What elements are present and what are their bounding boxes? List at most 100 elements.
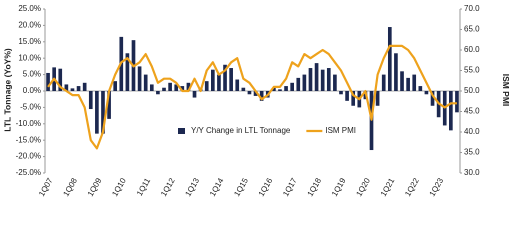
y-tick-label: -10.0% <box>16 119 41 128</box>
bar <box>412 74 417 91</box>
bar <box>107 91 111 119</box>
x-tick-label: 1Q22 <box>403 176 421 198</box>
bar <box>345 91 349 101</box>
bar <box>253 91 258 96</box>
bar <box>76 86 81 91</box>
bar <box>400 71 404 91</box>
bar <box>430 91 435 106</box>
bar <box>186 82 191 91</box>
y-tick-label: 25.0% <box>18 4 41 13</box>
bar <box>394 53 398 91</box>
bar <box>375 91 380 106</box>
y-tick-label: -5.0% <box>20 103 41 112</box>
y2-tick-label: 65.0 <box>464 25 480 34</box>
x-tick-label: 1Q07 <box>37 176 55 198</box>
x-tick-label: 1Q16 <box>257 176 275 198</box>
bar <box>211 69 215 91</box>
bar <box>223 64 227 91</box>
bar <box>64 84 69 91</box>
x-tick-label: 1Q21 <box>379 176 397 198</box>
bar <box>174 84 179 91</box>
bar <box>259 91 264 101</box>
bar <box>58 68 63 91</box>
y-tick-label: -15.0% <box>16 135 41 144</box>
y-tick-label: 10.0% <box>18 53 41 62</box>
x-tick-label: 1Q08 <box>61 176 79 198</box>
bar <box>455 91 459 113</box>
y2-tick-label: 30.0 <box>464 168 480 177</box>
bar <box>278 89 282 91</box>
bar <box>113 81 118 91</box>
bar <box>192 91 197 98</box>
bar <box>247 91 252 95</box>
bar <box>290 82 294 91</box>
y2-tick-label: 55.0 <box>464 66 480 75</box>
y2-tick-label: 40.0 <box>464 127 480 136</box>
bar <box>284 86 288 91</box>
bar <box>88 91 93 110</box>
legend-label: ISM PMI <box>325 126 356 135</box>
y-tick-label: 20.0% <box>18 21 41 30</box>
x-tick-label: 1Q18 <box>306 176 324 198</box>
bar <box>156 91 160 95</box>
bar <box>351 91 356 106</box>
chart: LTL Tonnage (YoY%) ISM PMI 25.0% 20.0% 15.… <box>2 4 511 198</box>
x-tick-label: 1Q23 <box>428 176 446 198</box>
bar <box>302 74 307 91</box>
bar <box>46 72 50 91</box>
y-tick-label: -20.0% <box>16 152 41 161</box>
bar <box>82 82 87 91</box>
bar <box>143 74 148 91</box>
x-tick-label: 1Q10 <box>110 176 128 198</box>
y2-tick-label: 35.0 <box>464 148 480 157</box>
bar <box>381 74 386 91</box>
bar <box>424 91 429 95</box>
y2-axis-title: ISM PMI <box>501 74 511 107</box>
bar <box>308 68 313 91</box>
bar <box>101 91 105 134</box>
y-axis-title: LTL Tonnage (YoY%) <box>2 48 12 132</box>
bar <box>387 27 392 91</box>
bar <box>326 68 331 91</box>
y-tick-label: 15.0% <box>18 37 41 46</box>
bar <box>70 88 75 91</box>
bar <box>406 77 410 91</box>
line <box>47 44 457 150</box>
bar <box>162 87 166 91</box>
bar <box>333 74 337 91</box>
bar <box>180 86 185 91</box>
bar <box>229 68 233 91</box>
y-tick-label: 0.0% <box>23 86 41 95</box>
y2-tick-label: 60.0 <box>464 45 480 54</box>
x-tick-label: 1Q17 <box>281 176 299 198</box>
bar <box>449 91 453 131</box>
y-tick-label: -25.0% <box>16 168 41 177</box>
x-tick-label: 1Q14 <box>208 176 226 198</box>
bar <box>204 81 209 91</box>
bar <box>241 87 246 91</box>
bar <box>235 79 240 91</box>
bar <box>296 77 301 91</box>
bar <box>125 53 130 91</box>
bar <box>320 69 325 91</box>
bar <box>339 91 343 95</box>
bar <box>168 82 172 91</box>
x-tick-label: 1Q13 <box>183 176 201 198</box>
x-tick-label: 1Q12 <box>159 176 177 198</box>
y2-tick-label: 70.0 <box>464 4 480 13</box>
bar <box>272 87 276 91</box>
x-tick-label: 1Q19 <box>330 176 348 198</box>
bar <box>95 91 99 134</box>
x-tick-label: 1Q15 <box>232 176 250 198</box>
legend-swatch <box>178 128 185 134</box>
bar <box>217 74 221 91</box>
legend-label: Y/Y Change in LTL Tonnage <box>191 126 291 135</box>
x-tick-label: 1Q20 <box>354 176 372 198</box>
bar <box>314 63 319 91</box>
bar <box>418 86 423 91</box>
y-tick-label: 5.0% <box>23 70 41 79</box>
bar <box>137 66 142 91</box>
y2-tick-label: 50.0 <box>464 86 480 95</box>
y2-tick-label: 45.0 <box>464 107 480 116</box>
x-tick-label: 1Q09 <box>86 176 104 198</box>
